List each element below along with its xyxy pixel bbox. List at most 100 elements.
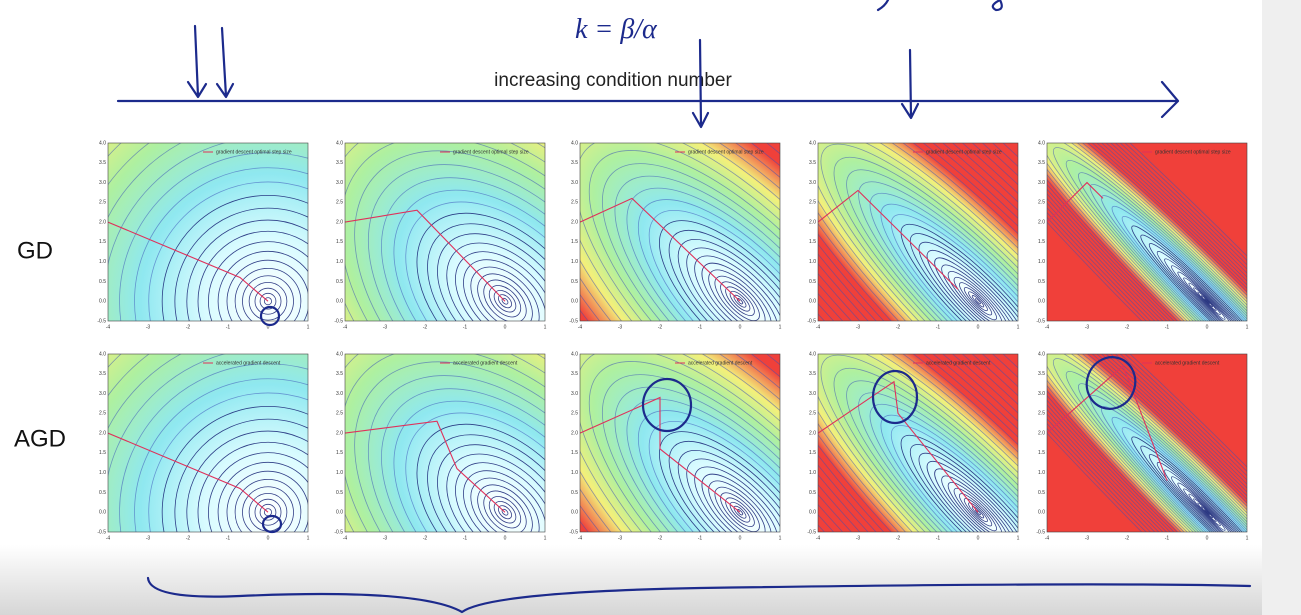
contour [1052, 358, 1247, 532]
contour [161, 195, 308, 321]
contour [208, 452, 308, 532]
descent-path [345, 420, 506, 513]
contour [259, 503, 277, 521]
contour [1065, 370, 1247, 532]
contour [186, 430, 308, 532]
contour [580, 143, 780, 321]
contour [367, 164, 545, 321]
y-tick-label: 0.5 [336, 279, 343, 285]
contour [1140, 234, 1247, 321]
x-tick-label: -4 [343, 324, 348, 330]
y-tick-label: 2.0 [571, 430, 578, 436]
contour [354, 361, 545, 532]
contour [381, 388, 545, 532]
x-tick-label: -2 [423, 324, 428, 330]
contour [197, 441, 308, 532]
y-tick-label: 3.5 [99, 371, 106, 377]
descent-path [108, 221, 269, 302]
contour-plot: accelerated gradient descent 4.0 3.5 3.0 2.5… [334, 351, 546, 541]
contour [1047, 143, 1247, 321]
plot-frame [344, 142, 546, 322]
y-tick-label: 2.0 [571, 219, 578, 225]
arrow [691, 38, 710, 129]
y-tick-label: 0.5 [99, 279, 106, 285]
contour [1140, 445, 1247, 532]
contour [217, 461, 308, 532]
x-tick-label: -2 [423, 535, 428, 541]
contour [1047, 354, 1247, 532]
contour [588, 150, 780, 321]
axis-label: increasing condition number [494, 70, 732, 91]
contour [1078, 383, 1247, 532]
x-tick-label: 0 [1206, 535, 1209, 541]
plot-frame [817, 353, 1019, 533]
arrow [900, 48, 920, 120]
y-tick-label: -0.5 [334, 318, 343, 324]
y-tick-label: 1.0 [809, 259, 816, 265]
contour [1047, 354, 1247, 532]
y-tick-label: 1.5 [1038, 239, 1045, 245]
y-tick-label: 1.5 [99, 239, 106, 245]
x-tick-label: -1 [1165, 324, 1170, 330]
contour [1131, 225, 1247, 321]
x-tick-label: 1 [544, 324, 547, 330]
contour [345, 143, 545, 321]
x-tick-label: 0 [739, 324, 742, 330]
contour [1164, 258, 1247, 321]
contour [637, 199, 780, 321]
y-tick-label: 2.5 [809, 411, 816, 417]
contour [900, 434, 1018, 532]
contour [437, 233, 545, 321]
y-tick-label: 2.0 [99, 219, 106, 225]
y-tick-label: 2.0 [1038, 430, 1045, 436]
y-tick-label: 1.0 [1038, 259, 1045, 265]
contour [1131, 436, 1247, 532]
contour [971, 506, 985, 519]
contour [108, 354, 308, 532]
legend-text: accelerated gradient descent [216, 360, 281, 366]
x-tick-label: 0 [977, 324, 980, 330]
y-tick-label: 1.5 [809, 450, 816, 456]
y-tick-label: 4.0 [571, 351, 578, 357]
contour [416, 212, 545, 321]
circle-mark [871, 369, 919, 425]
contour [119, 152, 308, 321]
contour [686, 247, 780, 321]
contour [1171, 476, 1243, 532]
x-tick-label: -3 [146, 535, 151, 541]
contour [108, 143, 308, 321]
contour [108, 354, 308, 532]
contour [708, 269, 772, 321]
legend-text: gradient descent optimal step size [216, 149, 292, 155]
contour [846, 169, 1018, 321]
contour [959, 282, 997, 321]
x-tick-label: -4 [816, 535, 821, 541]
legend-text: accelerated gradient descent [926, 360, 991, 366]
contour [1047, 354, 1247, 532]
y-tick-label: 0.0 [571, 299, 578, 305]
y-tick-label: 0.5 [571, 279, 578, 285]
contour [1047, 143, 1247, 321]
x-tick-label: -3 [1085, 324, 1090, 330]
bottom-shade [0, 545, 1301, 615]
x-tick-label: -2 [1125, 324, 1130, 330]
plot-frame [107, 353, 309, 533]
y-tick-label: 2.0 [809, 219, 816, 225]
y-tick-label: 1.5 [809, 239, 816, 245]
arrow [186, 24, 208, 99]
x-tick-label: -4 [816, 324, 821, 330]
plot-frame [579, 142, 781, 322]
contour [963, 498, 993, 527]
y-tick-label: 0.0 [336, 299, 343, 305]
y-tick-label: 3.0 [1038, 391, 1045, 397]
contour [148, 392, 308, 532]
contour [714, 486, 766, 532]
plot-area [1047, 143, 1247, 321]
contour [381, 177, 545, 321]
circle-mark [259, 305, 281, 327]
contour [833, 367, 1018, 532]
x-tick-label: 0 [267, 535, 270, 541]
contour [668, 229, 780, 321]
contour [909, 444, 1018, 532]
descent-path [345, 209, 506, 302]
